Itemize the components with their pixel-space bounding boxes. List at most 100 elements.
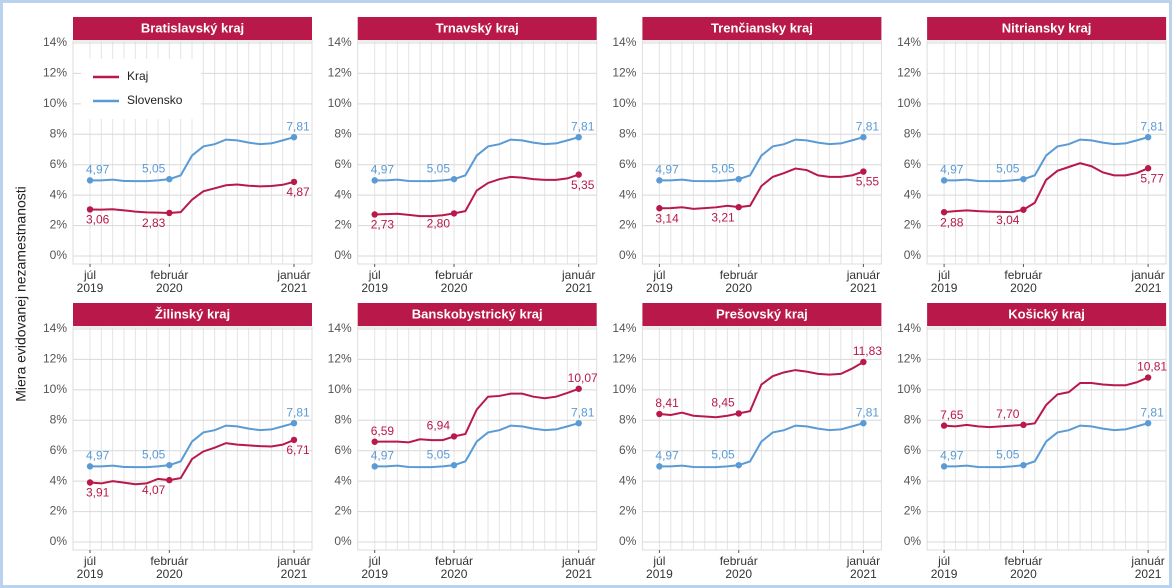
y-tick-label: 10% (328, 96, 352, 110)
y-tick-label: 8% (619, 412, 637, 426)
y-tick-label: 4% (50, 187, 68, 201)
point (166, 476, 173, 484)
value-label: 5,05 (996, 161, 1020, 175)
value-label: 7,81 (856, 119, 880, 133)
y-tick-label: 0% (334, 248, 352, 262)
y-tick-label: 8% (50, 412, 68, 426)
y-tick-label: 14% (897, 321, 921, 335)
panel: 0% 2% 4% 6% 8% 10% 12% 14% júl 2019 február 2020 jan… (897, 303, 1167, 581)
x-tick-label: február 2020 (435, 268, 473, 295)
point (735, 203, 742, 211)
value-label: 7,81 (286, 405, 310, 419)
y-tick-label: 14% (897, 35, 921, 49)
y-tick-label: 4% (619, 187, 637, 201)
panel-title-strip (927, 17, 1167, 40)
x-tick-label: február 2020 (720, 268, 758, 295)
y-tick-label: 10% (328, 382, 352, 396)
x-tick-label: január 2021 (846, 554, 880, 581)
series-line (90, 136, 295, 183)
y-tick-label: 6% (334, 157, 352, 171)
panel: 0% 2% 4% 6% 8% 10% 12% 14% júl 2019 február 2020 jan… (328, 303, 598, 581)
value-label: 3,91 (86, 486, 110, 500)
value-label: 7,81 (856, 405, 880, 419)
value-label: 11,83 (853, 344, 882, 358)
value-label: 8,41 (655, 396, 679, 410)
y-tick-label: 0% (50, 248, 68, 262)
point (1020, 206, 1027, 213)
value-label: 10,07 (568, 371, 598, 385)
point (940, 177, 948, 184)
x-tick-label: február 2020 (435, 554, 473, 581)
y-tick-label: 8% (904, 126, 922, 140)
value-label: 6,59 (371, 424, 395, 438)
point (86, 177, 94, 184)
panel-title-strip (73, 17, 312, 40)
legend-box (81, 59, 201, 119)
point (735, 410, 742, 417)
value-label: 7,81 (1140, 405, 1164, 419)
value-label: 2,83 (142, 216, 166, 230)
point (575, 171, 582, 178)
panel-title-strip (642, 17, 882, 40)
x-tick-label: január 2021 (1130, 268, 1164, 295)
y-tick-label: 6% (904, 443, 922, 457)
y-tick-label: 6% (50, 443, 68, 457)
value-label: 6,94 (427, 419, 451, 433)
panel: 0% 2% 4% 6% 8% 10% 12% 14% júl 2019 február 2020 jan… (612, 303, 882, 581)
y-tick-label: 4% (50, 473, 68, 487)
value-label: 7,81 (571, 405, 595, 419)
x-tick-label: júl 2019 (361, 554, 388, 581)
x-tick-label: február 2020 (720, 554, 758, 581)
y-tick-label: 10% (612, 382, 636, 396)
point (166, 461, 173, 469)
point (656, 205, 663, 212)
x-tick-label: január 2021 (846, 268, 880, 295)
value-label: 4,07 (142, 483, 166, 497)
point (1020, 461, 1027, 469)
y-tick-label: 12% (328, 352, 352, 366)
series-line (374, 422, 579, 469)
y-tick-label: 2% (619, 504, 637, 518)
value-label: 3,04 (996, 213, 1020, 227)
y-axis-label: Miera evidovanej nezamestnanosti (13, 186, 29, 402)
value-label: 4,97 (655, 163, 679, 177)
series-line (944, 422, 1149, 469)
y-tick-label: 6% (619, 443, 637, 457)
panel-title-strip (927, 303, 1167, 326)
value-label: 5,77 (1140, 171, 1164, 185)
panel: 0% 2% 4% 6% 8% 10% 12% 14% júl 2019 február 2020 jan… (43, 303, 313, 581)
x-tick-label: február 2020 (150, 554, 188, 581)
x-tick-label: júl 2019 (646, 554, 673, 581)
value-label: 4,97 (371, 449, 395, 463)
value-label: 2,88 (940, 215, 964, 229)
panel-title: Trnavský kraj (436, 20, 519, 35)
point (1020, 421, 1027, 429)
value-label: 2,73 (371, 218, 395, 232)
y-tick-label: 8% (50, 126, 68, 140)
value-label: 7,81 (571, 119, 595, 133)
point (371, 438, 378, 445)
point (735, 461, 742, 469)
point (166, 175, 173, 183)
x-tick-label: január 2021 (561, 268, 595, 295)
x-tick-label: január 2021 (1130, 554, 1164, 581)
y-tick-label: 14% (43, 321, 67, 335)
value-label: 7,70 (996, 407, 1020, 421)
y-tick-label: 6% (334, 443, 352, 457)
panel-title: Košický kraj (1008, 306, 1085, 321)
y-tick-label: 2% (334, 218, 352, 232)
y-tick-label: 14% (328, 35, 352, 49)
point (860, 168, 867, 175)
point (450, 210, 458, 217)
point (166, 209, 173, 217)
point (1020, 175, 1027, 183)
y-tick-label: 6% (619, 157, 637, 171)
panel-title-strip (73, 303, 312, 326)
y-tick-label: 10% (43, 382, 67, 396)
y-tick-label: 2% (50, 218, 68, 232)
series-line (659, 422, 864, 469)
x-tick-label: júl 2019 (361, 268, 388, 295)
point (450, 461, 458, 469)
panel-title: Žilinský kraj (155, 306, 230, 321)
panel: 0% 2% 4% 6% 8% 10% 12% 14% júl 2019 február 2020 jan… (328, 17, 598, 295)
